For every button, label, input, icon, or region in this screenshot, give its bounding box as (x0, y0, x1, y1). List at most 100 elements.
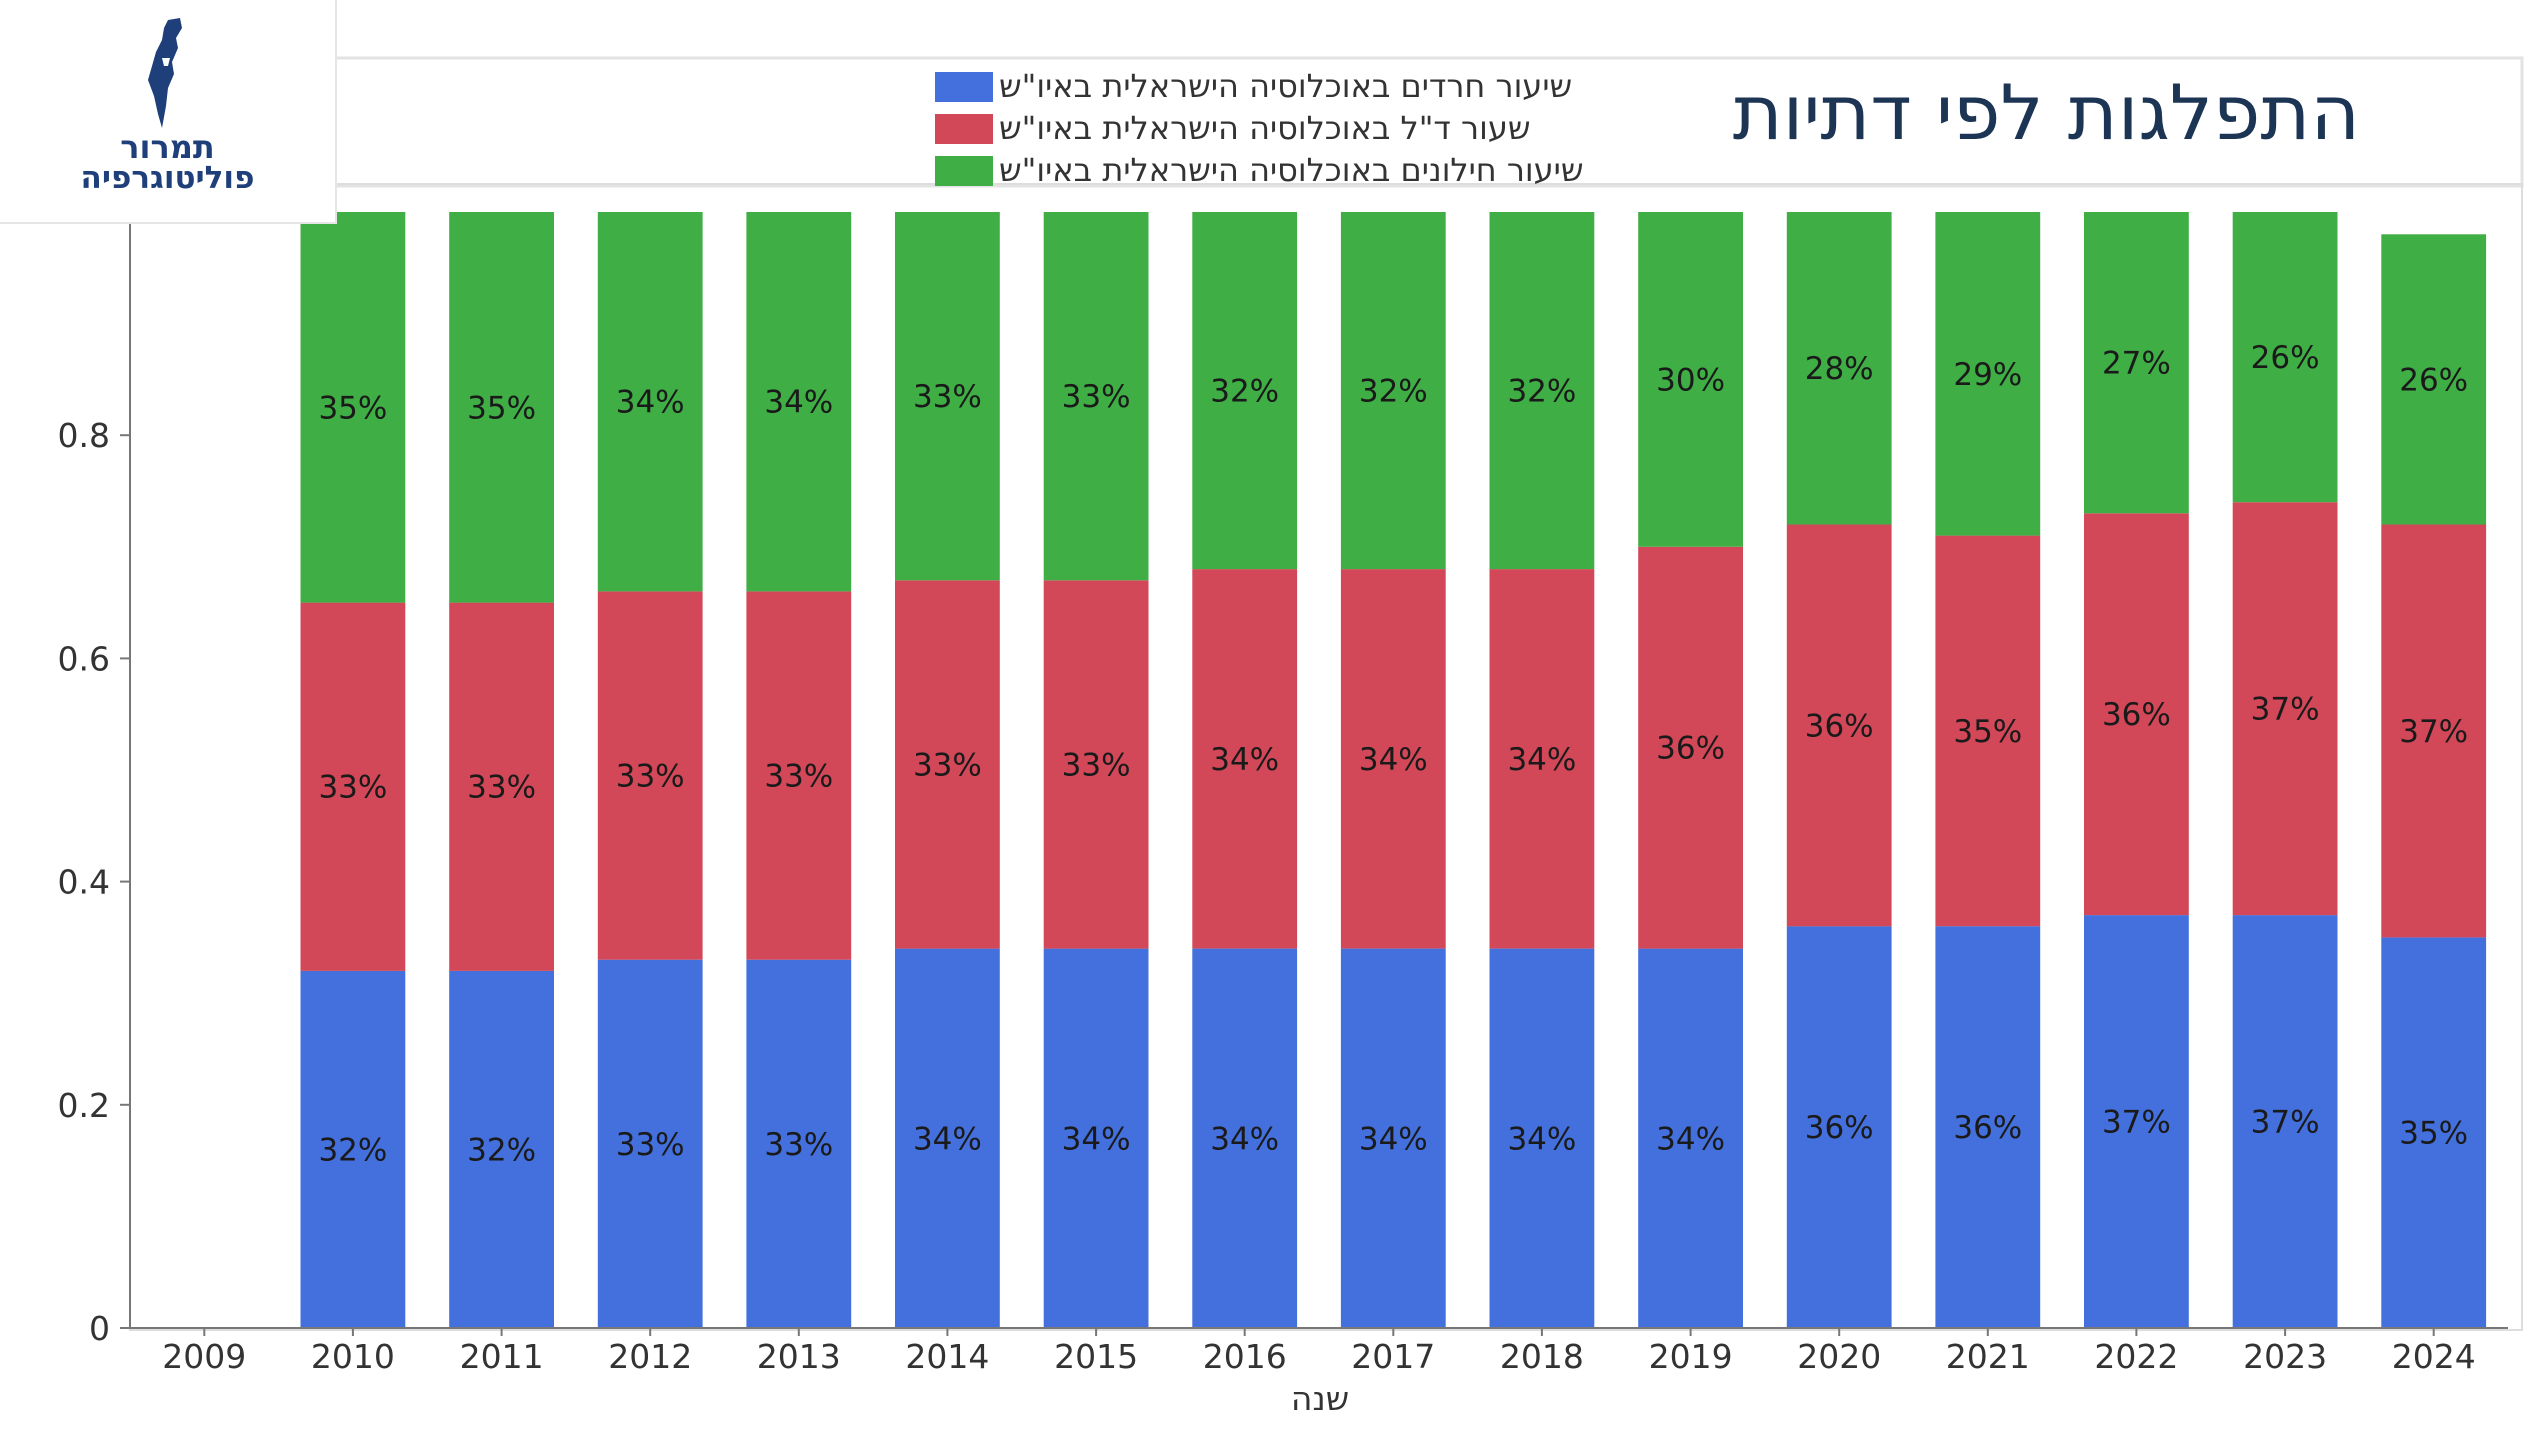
bar-segment (1340, 212, 1446, 570)
x-tick-label: 2009 (162, 1337, 246, 1376)
bar-segment (1192, 569, 1298, 949)
data-label: 33% (467, 770, 536, 806)
bar-segment (2232, 915, 2338, 1328)
bar-segment (449, 602, 554, 971)
y-tick-label: 0 (89, 1309, 110, 1348)
x-tick-label: 2015 (1054, 1337, 1138, 1376)
data-label: 33% (913, 747, 982, 783)
bar-segment (1638, 546, 1743, 949)
bar-segment (2084, 212, 2189, 514)
data-label: 26% (2251, 340, 2320, 376)
y-tick-label: 0.6 (58, 639, 110, 678)
bar-segment (746, 591, 852, 960)
bar-segment (1638, 212, 1743, 547)
data-label: 33% (913, 379, 982, 415)
bar-segment (597, 591, 703, 960)
data-label: 37% (2251, 1105, 2320, 1141)
bar-segment (1638, 948, 1743, 1328)
data-label: 34% (913, 1121, 982, 1157)
x-tick-label: 2018 (1500, 1337, 1584, 1376)
data-label: 33% (764, 1127, 833, 1163)
x-tick-label: 2021 (1946, 1337, 2030, 1376)
legend-label-haredi: שיעור חרדים באוכלוסיה הישראלית באיו"ש (999, 67, 1573, 105)
data-label: 26% (2399, 362, 2468, 398)
data-label: 36% (1656, 731, 1725, 767)
logo: תמרור פוליטוגרפיה (0, 0, 337, 224)
bar-segment (746, 959, 852, 1328)
bar-segment (1192, 948, 1298, 1328)
data-label: 36% (1953, 1110, 2022, 1146)
bar-segment (597, 959, 703, 1328)
bar-segment (1489, 569, 1595, 949)
data-label: 33% (1062, 379, 1131, 415)
legend-label-secular: שיעור חילונים באוכלוסיה הישראלית באיו"ש (999, 151, 1584, 189)
data-label: 35% (318, 390, 387, 426)
bar-segment (1786, 926, 1892, 1328)
bar-segment (597, 212, 703, 592)
logo-title: תמרור (120, 128, 215, 166)
logo-subtitle: פוליטוגרפיה (80, 160, 255, 196)
israel-map-icon (148, 18, 182, 128)
bar-segment (1340, 569, 1446, 949)
bar-segment (2084, 915, 2189, 1328)
data-label: 33% (616, 759, 685, 795)
data-label: 32% (1210, 374, 1279, 410)
y-tick-label: 0.8 (58, 416, 110, 455)
bar-segment (2381, 524, 2487, 938)
data-label: 36% (1805, 1110, 1874, 1146)
bar-segment (300, 602, 406, 971)
bar-segment (1043, 580, 1149, 949)
data-label: 34% (1507, 1121, 1576, 1157)
data-label: 35% (1953, 714, 2022, 750)
data-label: 32% (1359, 374, 1428, 410)
page-title: התפלגות לפי דתיות (1732, 68, 2360, 157)
data-label: 36% (2102, 697, 2171, 733)
data-labels-group: 32% 33% 35% 32% 33% 35% 33% 33% 34% 33% 33% 34% 34% 3… (318, 340, 2468, 1168)
data-label: 37% (2251, 692, 2320, 728)
x-tick-label: 2010 (311, 1337, 395, 1376)
bar-segment (895, 580, 1000, 949)
bar-segment (746, 212, 852, 592)
y-axis-ticks: 0 0.2 0.4 0.6 0.8 (58, 416, 130, 1348)
bar-segment (2084, 513, 2189, 916)
data-label: 32% (467, 1132, 536, 1168)
bar-segment (1489, 212, 1595, 570)
data-label: 34% (764, 385, 833, 421)
data-label: 35% (2399, 1116, 2468, 1152)
legend-swatch-secular (935, 156, 993, 186)
bar-segment (2232, 212, 2338, 503)
data-label: 35% (467, 390, 536, 426)
bar-segment (1043, 212, 1149, 581)
data-label: 34% (1507, 742, 1576, 778)
legend-swatch-religious (935, 114, 993, 144)
x-tick-label: 2011 (460, 1337, 544, 1376)
bar-segment (1340, 948, 1446, 1328)
bar-segment (2381, 937, 2487, 1328)
data-label: 34% (1062, 1121, 1131, 1157)
data-label: 36% (1805, 708, 1874, 744)
x-axis-label: שנה (1291, 1379, 1349, 1418)
bar-segment (1489, 948, 1595, 1328)
x-tick-label: 2019 (1649, 1337, 1733, 1376)
data-label: 34% (1359, 742, 1428, 778)
legend-swatch-haredi (935, 72, 993, 102)
data-label: 34% (1210, 1121, 1279, 1157)
data-label: 33% (764, 759, 833, 795)
x-tick-label: 2014 (905, 1337, 989, 1376)
data-label: 28% (1805, 351, 1874, 387)
x-tick-label: 2013 (757, 1337, 841, 1376)
x-tick-label: 2016 (1203, 1337, 1287, 1376)
data-label: 27% (2102, 346, 2171, 382)
legend-label-religious: שעור ד"ל באוכלוסיה הישראלית באיו"ש (999, 109, 1531, 147)
bar-segment (1935, 535, 2041, 927)
data-label: 34% (1210, 742, 1279, 778)
data-label: 33% (616, 1127, 685, 1163)
bars-group (300, 212, 2487, 1328)
bar-segment (1935, 926, 2041, 1328)
bar-segment (449, 212, 554, 603)
x-tick-label: 2022 (2094, 1337, 2178, 1376)
x-axis-ticks: 2009 2010 2011 2012 2013 2014 2015 2016 2017 2018… (162, 1328, 2476, 1376)
data-label: 33% (318, 770, 387, 806)
data-label: 34% (1656, 1121, 1725, 1157)
data-label: 34% (1359, 1121, 1428, 1157)
